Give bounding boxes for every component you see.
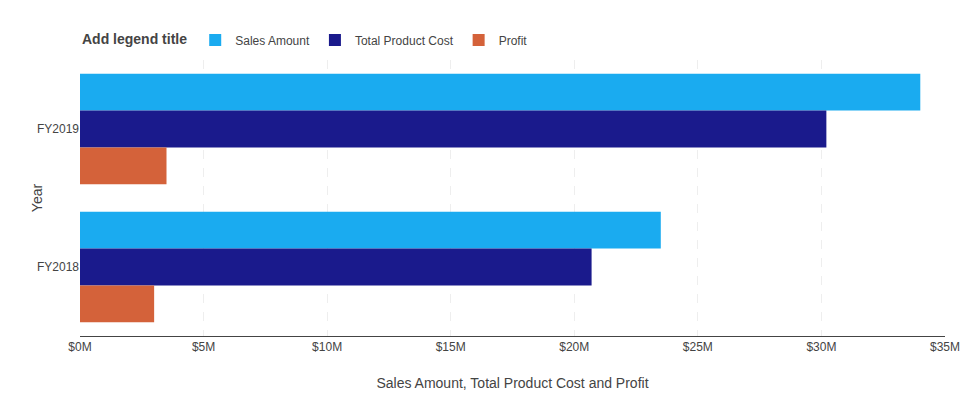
svg-text:$15M: $15M (436, 340, 466, 354)
svg-text:Total Product Cost: Total Product Cost (355, 34, 454, 48)
svg-text:Add legend title: Add legend title (82, 31, 187, 47)
svg-text:$10M: $10M (312, 340, 342, 354)
svg-text:Year: Year (29, 184, 45, 213)
svg-text:$0M: $0M (68, 340, 91, 354)
svg-text:$25M: $25M (683, 340, 713, 354)
svg-text:$35M: $35M (930, 340, 960, 354)
svg-text:FY2018: FY2018 (37, 260, 79, 274)
svg-text:$30M: $30M (806, 340, 836, 354)
svg-text:FY2019: FY2019 (37, 122, 79, 136)
svg-text:$20M: $20M (559, 340, 589, 354)
svg-text:$5M: $5M (192, 340, 215, 354)
svg-text:Profit: Profit (499, 34, 528, 48)
svg-text:Sales Amount: Sales Amount (235, 34, 310, 48)
svg-text:Sales Amount, Total Product Co: Sales Amount, Total Product Cost and Pro… (376, 375, 648, 391)
